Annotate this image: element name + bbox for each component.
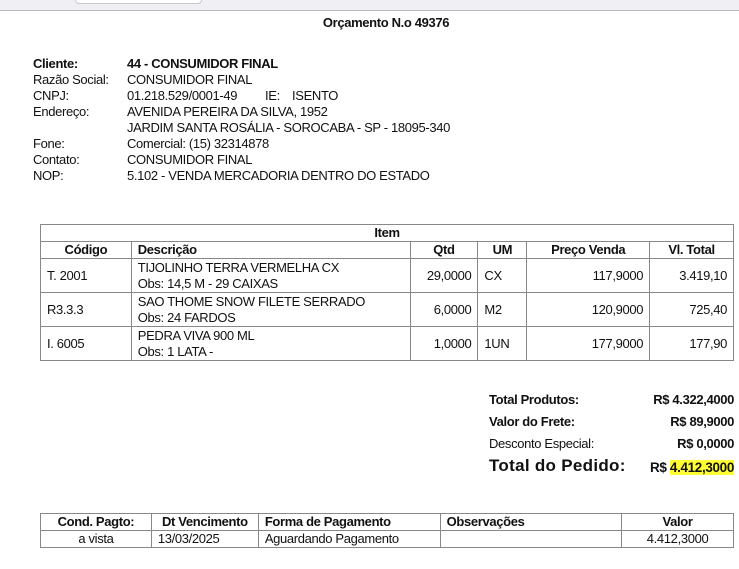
total-produtos-label: Total Produtos:: [489, 392, 579, 407]
desconto-value: R$ 0,0000: [677, 436, 734, 451]
preco: 120,9000: [526, 292, 651, 327]
items-caption: Item: [40, 224, 734, 242]
document-title: Orçamento N.o 49376: [322, 15, 450, 30]
items-table: Item Código Descrição Qtd UM Preço Venda…: [40, 224, 734, 361]
header-total: Vl. Total: [649, 241, 734, 259]
razao-value: CONSUMIDOR FINAL: [127, 72, 253, 87]
um: CX: [477, 258, 528, 293]
header-qtd: Qtd: [409, 241, 479, 259]
codigo: R3.3.3: [40, 292, 132, 327]
endereco-line1: AVENIDA PEREIRA DA SILVA, 1952: [127, 104, 328, 119]
total-produtos-value: R$ 4.322,4000: [653, 392, 734, 407]
header-cond: Cond. Pagto:: [40, 513, 152, 531]
descricao: SAO THOME SNOW FILETE SERRADO Obs: 24 FAR…: [130, 292, 411, 327]
frete-label: Valor do Frete:: [489, 414, 575, 429]
table-row: T. 2001 TIJOLINHO TERRA VERMELHA CX Obs: …: [40, 258, 734, 293]
descricao: TIJOLINHO TERRA VERMELHA CX Obs: 14,5 M -…: [130, 258, 411, 293]
contato-value: CONSUMIDOR FINAL: [127, 152, 253, 167]
header-valor: Valor: [621, 513, 734, 531]
fone-label: Fone:: [33, 136, 65, 151]
obs-text: Obs: 1 LATA -: [137, 343, 214, 359]
header-um: UM: [477, 241, 528, 259]
nop-label: NOP:: [33, 168, 64, 183]
total: 177,90: [649, 326, 734, 361]
descricao-text: TIJOLINHO TERRA VERMELHA CX: [137, 259, 340, 275]
total-pedido-currency: R$: [649, 460, 667, 475]
table-row: I. 6005 PEDRA VIVA 900 ML Obs: 1 LATA - 1…: [40, 326, 734, 361]
total-pedido-value: 4.412,3000: [669, 460, 734, 475]
table-row: R3.3.3 SAO THOME SNOW FILETE SERRADO Obs:…: [40, 292, 734, 327]
frete-value: R$ 89,9000: [670, 414, 734, 429]
um: 1UN: [477, 326, 528, 361]
header-observacoes: Observações: [439, 513, 623, 531]
header-codigo: Código: [40, 241, 132, 259]
header-forma: Forma de Pagamento: [257, 513, 441, 531]
endereco-line2: JARDIM SANTA ROSÁLIA - SOROCABA - SP - 1…: [127, 120, 451, 135]
obs-text: Obs: 24 FARDOS: [137, 309, 236, 325]
vencimento: 13/03/2025: [150, 530, 259, 548]
qtd: 1,0000: [409, 326, 479, 361]
ie-label: IE:: [265, 88, 280, 103]
totals: Total Produtos: R$ 4.322,4000 Valor do Fr…: [489, 392, 734, 482]
obs-text: Obs: 14,5 M - 29 CAIXAS: [137, 275, 278, 291]
browser-tab[interactable]: [75, 0, 202, 4]
cliente-value: 44 - CONSUMIDOR FINAL: [127, 56, 278, 71]
endereco-label: Endereço:: [33, 104, 90, 119]
cnpj-label: CNPJ:: [33, 88, 69, 103]
cnpj-value: 01.218.529/0001-49: [127, 88, 238, 103]
forma: Aguardando Pagamento: [257, 530, 441, 548]
desconto-label: Desconto Especial:: [489, 436, 594, 451]
cliente-label: Cliente:: [33, 56, 78, 71]
qtd: 6,0000: [409, 292, 479, 327]
qtd: 29,0000: [409, 258, 479, 293]
observacoes: [439, 530, 623, 548]
valor: 4.412,3000: [621, 530, 734, 548]
preco: 117,9000: [526, 258, 651, 293]
codigo: I. 6005: [40, 326, 132, 361]
contato-label: Contato:: [33, 152, 80, 167]
fone-value: Comercial: (15) 32314878: [127, 136, 269, 151]
header-preco: Preço Venda: [526, 241, 651, 259]
um: M2: [477, 292, 528, 327]
descricao-text: PEDRA VIVA 900 ML: [137, 327, 255, 343]
cond: a vista: [40, 530, 152, 548]
preco: 177,9000: [526, 326, 651, 361]
codigo: T. 2001: [40, 258, 132, 293]
ie-value: ISENTO: [292, 88, 339, 103]
razao-label: Razão Social:: [33, 72, 109, 87]
browser-chrome: [0, 0, 739, 11]
nop-value: 5.102 - VENDA MERCADORIA DENTRO DO ESTAD…: [127, 168, 430, 183]
descricao-text: SAO THOME SNOW FILETE SERRADO: [137, 293, 366, 309]
header-vencimento: Dt Vencimento: [150, 513, 259, 531]
header-descricao: Descrição: [130, 241, 411, 259]
descricao: PEDRA VIVA 900 ML Obs: 1 LATA -: [130, 326, 411, 361]
total: 725,40: [649, 292, 734, 327]
total: 3.419,10: [649, 258, 734, 293]
payment-table: Cond. Pagto: Dt Vencimento Forma de Paga…: [40, 513, 734, 548]
total-pedido-label: Total do Pedido:: [489, 456, 626, 475]
table-row: a vista 13/03/2025 Aguardando Pagamento …: [40, 530, 734, 548]
